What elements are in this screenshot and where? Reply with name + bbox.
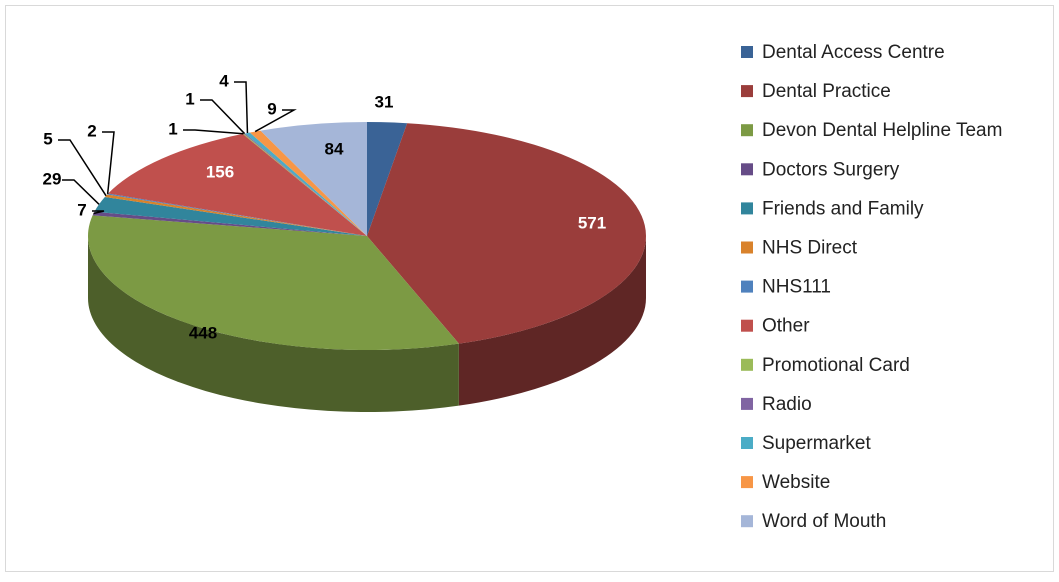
legend-swatch [741, 319, 753, 332]
legend-swatch [741, 85, 753, 98]
legend-label: Website [762, 472, 830, 493]
leader-line [62, 179, 100, 205]
legend-swatch [741, 358, 753, 371]
data-label: 5 [43, 129, 52, 148]
data-label: 571 [578, 213, 606, 232]
data-label: 2 [87, 121, 96, 140]
legend-label: Supermarket [762, 433, 871, 454]
slice [367, 123, 646, 344]
leader-line [234, 81, 249, 134]
data-label: 29 [43, 169, 62, 188]
legend-label: Dental Practice [762, 81, 891, 102]
slice [367, 122, 408, 236]
legend-swatch [741, 241, 753, 254]
data-label: 1 [168, 119, 177, 138]
legend-swatch [741, 202, 753, 215]
slice [245, 132, 367, 236]
slice [92, 211, 367, 236]
legend-label: NHS Direct [762, 238, 858, 259]
legend-swatch [741, 437, 753, 449]
legend-label: Other [762, 316, 810, 337]
legend-label: Promotional Card [762, 355, 910, 376]
slice [107, 193, 367, 236]
leader-line [92, 210, 105, 215]
pie-sides [88, 236, 646, 412]
data-label: 84 [325, 139, 344, 158]
slice [87, 215, 459, 351]
data-label: 4 [219, 71, 229, 90]
legend-label: Devon Dental Helpline Team [762, 120, 1002, 141]
legend-swatch [741, 46, 753, 58]
legend-swatch [741, 397, 753, 410]
leader-line [183, 129, 244, 135]
legend-label: NHS111 [762, 277, 831, 298]
data-label: 1 [185, 89, 194, 108]
legend-label: Word of Mouth [762, 511, 886, 532]
leader-line [58, 139, 107, 197]
legend-swatch [741, 124, 753, 137]
slice-side [88, 236, 459, 412]
slice [104, 194, 367, 236]
legend-swatch [741, 476, 753, 489]
data-label: 448 [189, 323, 217, 342]
leader-line [200, 99, 246, 135]
slice [108, 133, 367, 236]
data-label: 156 [206, 162, 234, 181]
slice [243, 133, 367, 236]
slice [249, 130, 367, 236]
slice-side [458, 236, 646, 406]
legend-label: Radio [762, 394, 812, 415]
legend-label: Dental Access Centre [762, 42, 945, 63]
slice [242, 133, 367, 236]
legend-label: Friends and Family [762, 198, 924, 219]
data-label: 31 [375, 92, 394, 111]
legend-swatch [741, 163, 753, 176]
slice [260, 122, 367, 236]
leader-line [254, 109, 297, 133]
leader-line [102, 131, 115, 195]
data-label: 9 [267, 99, 276, 118]
legend-swatch [741, 280, 753, 293]
data-label: 7 [77, 200, 86, 219]
legend-swatch [741, 515, 753, 528]
slice [94, 196, 367, 236]
pie-tops [87, 122, 646, 351]
legend-label: Doctors Surgery [762, 159, 900, 180]
